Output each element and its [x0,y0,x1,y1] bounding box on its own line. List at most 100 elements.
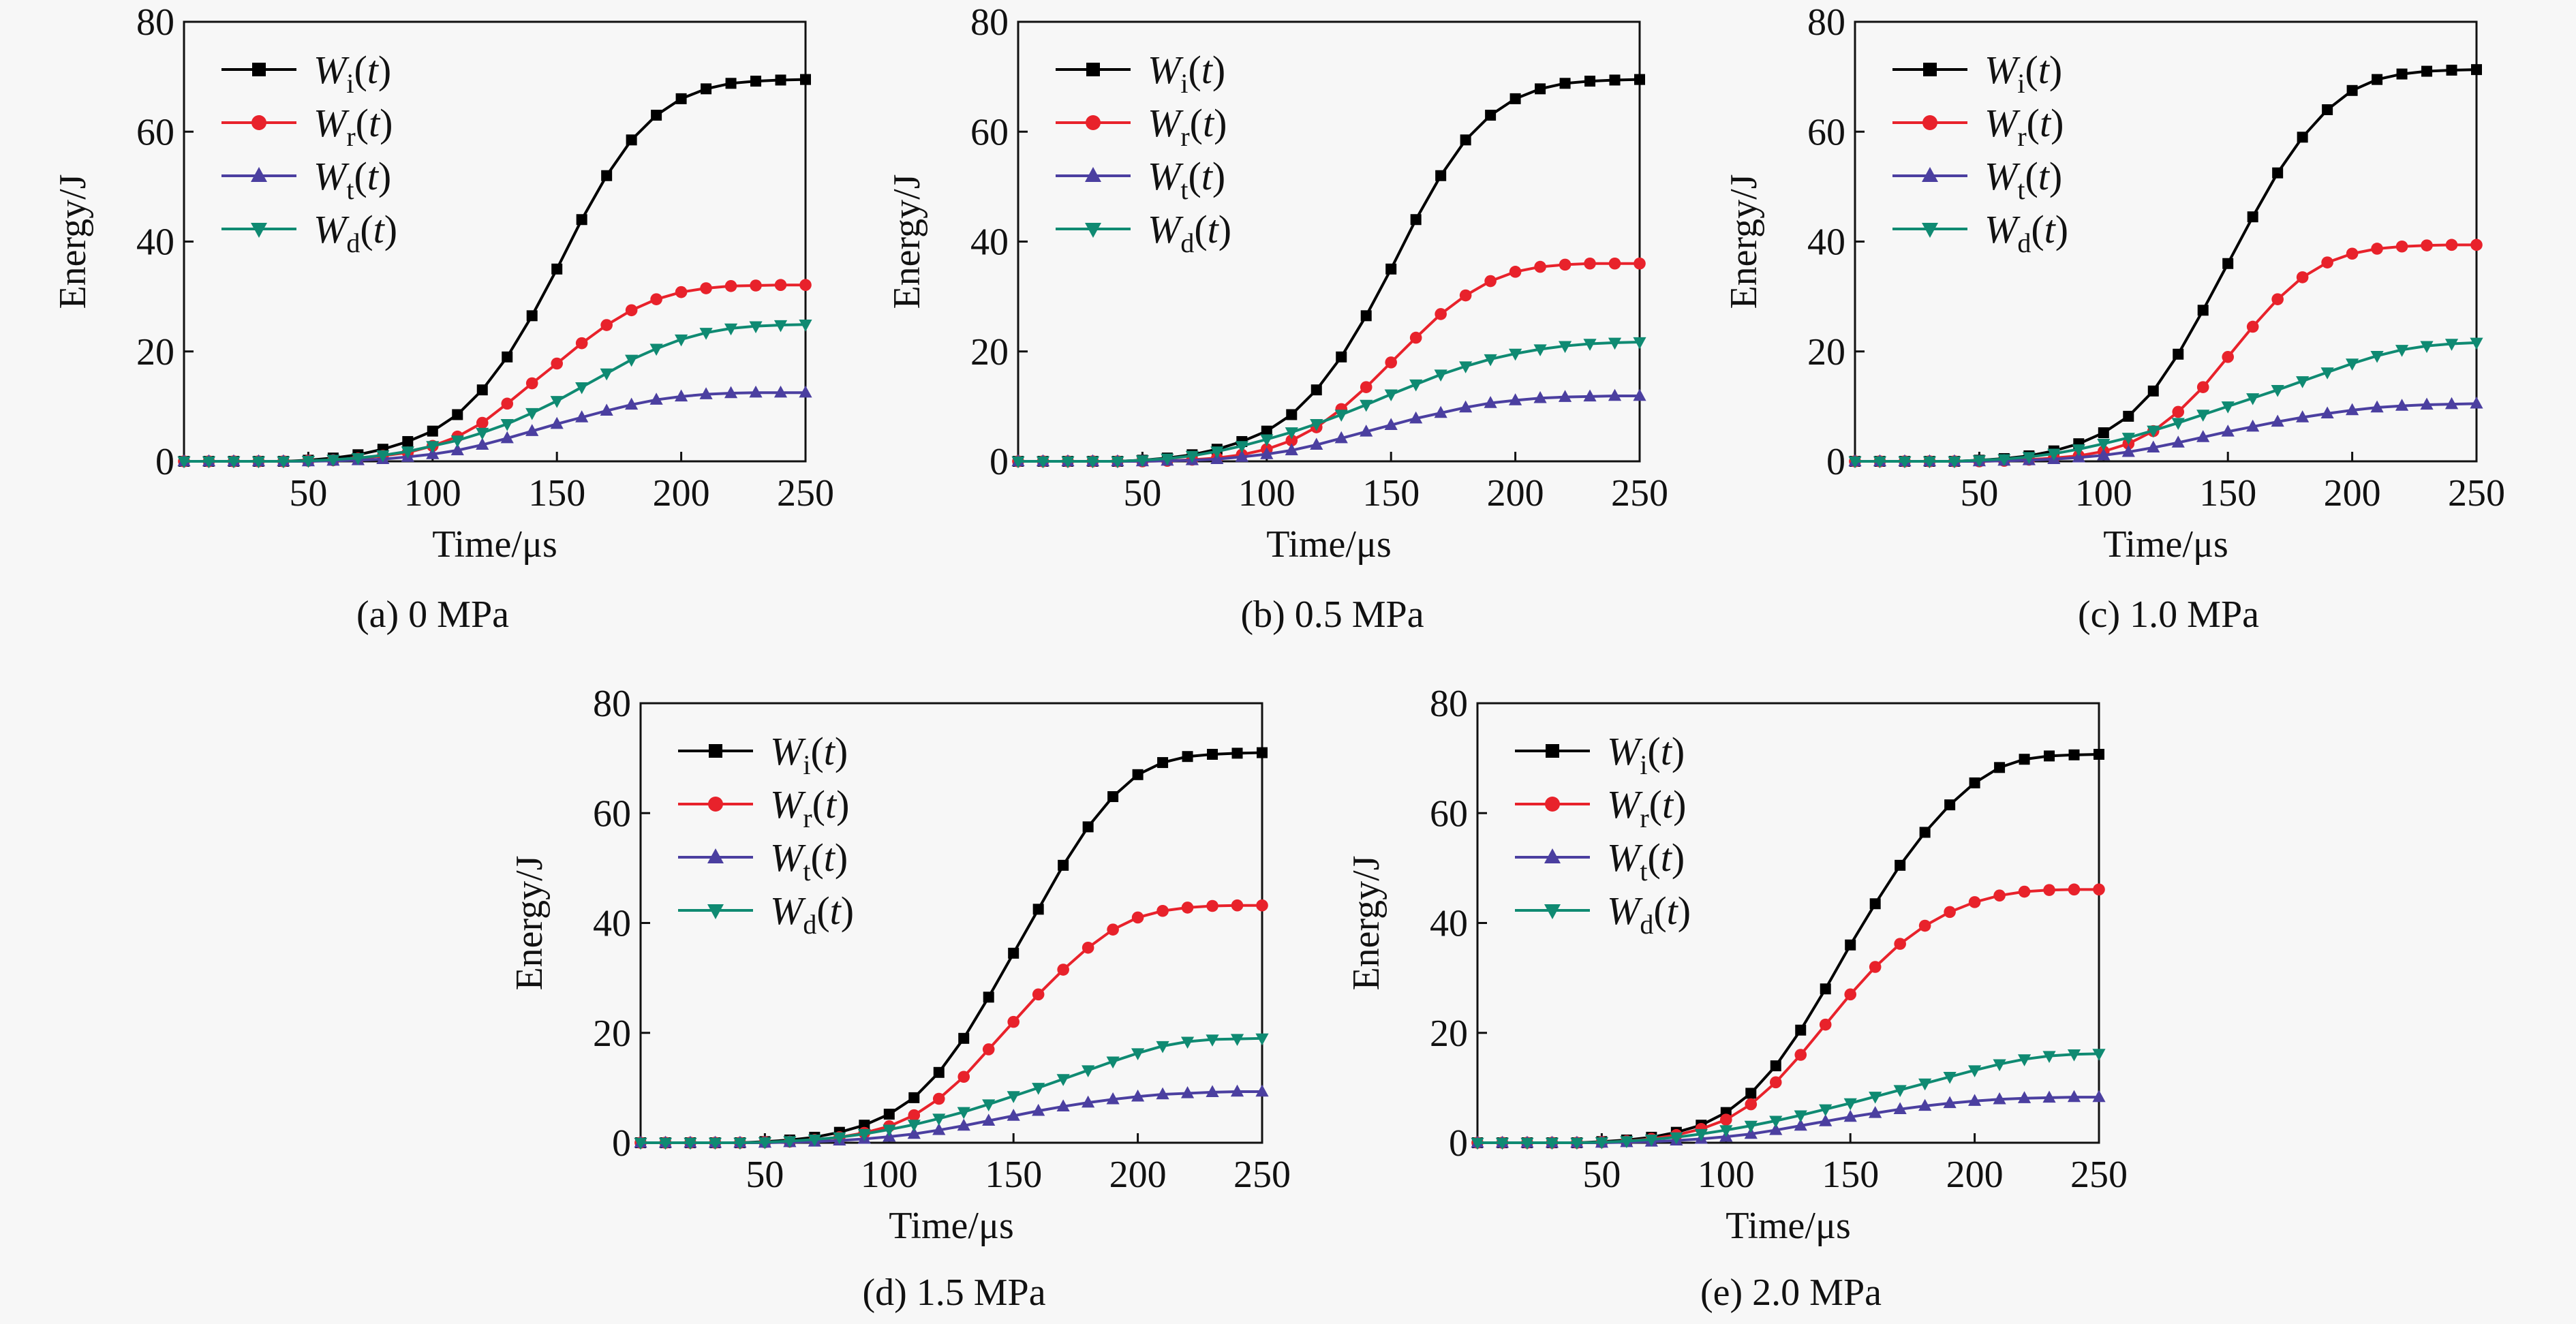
data-point-Wi [1944,799,1956,811]
data-point-Wi [2346,84,2358,96]
data-point-Wr [1745,1098,1758,1111]
data-point-Wd [326,455,340,467]
legend-label-Wi: Wi(t) [313,48,391,99]
data-point-Wr [908,1109,921,1122]
legend-label-Wr: Wr(t) [1148,101,1227,152]
data-point-Wi [2222,258,2234,269]
x-tick-label: 250 [2070,1154,2128,1196]
data-point-Wr [1869,961,1882,973]
data-point-Wt [1260,447,1274,459]
data-point-Wd [2320,367,2334,380]
data-point-Wd [2296,376,2310,388]
data-point-Wt [932,1123,946,1135]
y-tick-label: 60 [1807,111,1845,153]
data-point-Wd [2221,401,2235,414]
data-point-Wd [724,323,738,336]
data-point-Wr [1608,257,1621,270]
data-point-Wi [1310,384,1322,396]
legend-marker-Wd [1922,223,1938,238]
data-point-Wi [1058,859,1069,871]
data-point-Wr [2470,238,2483,251]
legend-marker-Wd [1085,223,1101,238]
data-point-Wt [1918,1098,1932,1111]
data-point-Wd [1459,361,1473,373]
data-point-Wt [1156,1087,1169,1100]
series-line-Wt [641,1090,1262,1144]
x-tick-label: 150 [985,1154,1042,1196]
data-point-Wd [1794,1110,1807,1123]
data-point-Wi [1261,425,1272,437]
data-point-Wr [1435,308,1447,320]
data-point-Wt [1608,388,1622,401]
series-line-Wd [1855,341,2477,463]
data-point-Wd [1056,1074,1070,1086]
data-point-Wt [1235,450,1248,462]
data-point-Wd [277,456,290,469]
data-point-Wd [634,1137,647,1150]
data-point-Wr [1720,1113,1732,1126]
x-tick-label: 100 [861,1154,918,1196]
legend-label-Wd: Wd(t) [313,207,397,258]
data-point-Wd [600,368,613,381]
y-tick-label: 80 [136,1,174,44]
data-point-Wr [1231,899,1244,912]
y-tick-label: 0 [612,1122,631,1165]
data-point-Wd [500,418,514,431]
data-point-Wd [749,321,763,334]
data-point-Wd [227,456,241,469]
data-point-Wd [808,1134,821,1147]
data-point-Wr [2346,247,2359,260]
data-point-Wt [1843,1109,1857,1122]
x-axis-title: Time/μs [2103,523,2228,566]
data-point-Wr [1131,911,1144,924]
data-point-Wd [1943,1072,1957,1084]
data-point-Wd [401,446,414,459]
data-point-Wr [2271,293,2284,305]
data-point-Wt [907,1126,921,1139]
data-point-Wd [1509,348,1522,361]
data-point-Wi [1132,769,1144,780]
legend-marker-Wr [251,115,266,130]
data-point-Wr [750,279,762,292]
x-axis-title: Time/μs [889,1205,1014,1247]
chart-panel: 0 20 40 60 80 50 100 150 200 250 Time/μs Energy/J (b… [886,1,1668,636]
data-point-Wi [2297,132,2308,143]
legend-marker-Wt [707,848,724,863]
data-point-Wd [1185,450,1199,463]
x-tick-label: 200 [1109,1154,1167,1196]
data-point-Wt [1056,1099,1070,1111]
panel-caption: (b) 0.5 MPa [1240,594,1424,636]
data-point-Wr [2018,885,2031,898]
data-point-Wr [1769,1076,1782,1089]
data-point-Wr [700,282,712,294]
data-point-Wr [1819,1018,1832,1031]
data-point-Wd [1633,337,1646,350]
x-tick-label: 250 [1233,1154,1291,1196]
data-point-Wt [2296,410,2310,422]
data-point-Wd [476,427,489,440]
data-point-Wd [1235,441,1248,453]
data-point-Wd [1968,1065,1982,1077]
data-point-Wd [450,435,464,448]
data-point-Wd [1135,455,1149,467]
data-point-Wi [601,170,613,181]
data-point-Wi [800,74,811,85]
panel-caption: (d) 1.5 MPa [862,1272,1045,1314]
data-point-Wi [1919,827,1931,838]
legend-marker-Wr [1086,115,1101,130]
data-point-Wd [1036,456,1050,469]
data-point-Wt [2121,444,2135,457]
legend-label-Wi: Wi(t) [1607,729,1685,780]
legend-marker-Wt [1922,167,1938,182]
y-tick-label: 60 [136,111,174,153]
data-point-Wt [426,447,440,459]
series-line-Wr [1477,888,2099,1144]
data-point-Wt [1558,390,1572,402]
data-point-Wi [526,310,538,322]
data-point-Wd [1744,1120,1758,1133]
data-point-Wr [551,357,563,370]
y-tick-label: 80 [970,1,1009,44]
data-point-Wr [957,1071,970,1083]
x-tick-label: 200 [1487,472,1544,514]
y-tick-label: 40 [970,221,1009,264]
